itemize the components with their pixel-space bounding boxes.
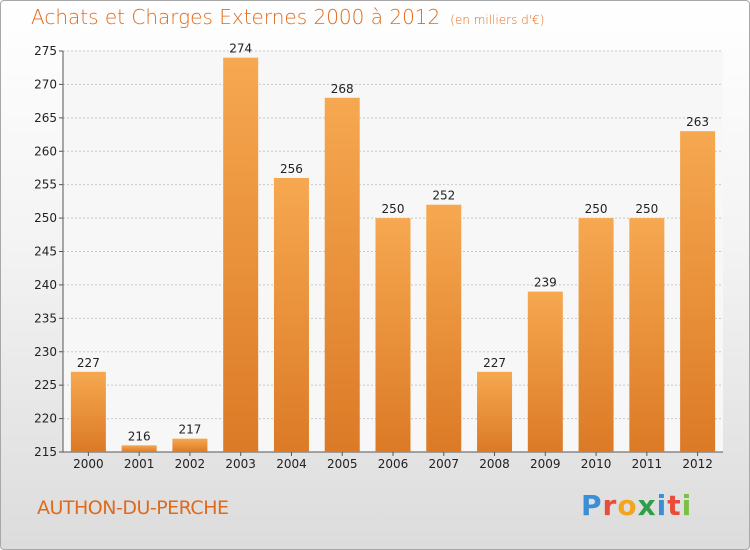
bar-value-label: 250 <box>585 202 608 216</box>
y-tick-label: 270 <box>34 77 57 91</box>
bar-value-label: 216 <box>128 429 151 443</box>
bar-value-label: 268 <box>331 82 354 96</box>
x-tick-label: 2007 <box>428 457 459 471</box>
bar-value-label: 250 <box>635 202 658 216</box>
bar-2008 <box>477 371 513 452</box>
bar-2009 <box>527 291 563 452</box>
y-tick-label: 275 <box>34 44 57 58</box>
bar-2006 <box>375 218 411 452</box>
y-tick-label: 265 <box>34 111 57 125</box>
bar-2005 <box>324 97 360 453</box>
x-tick-label: 2010 <box>581 457 612 471</box>
bar-value-label: 227 <box>77 356 100 370</box>
bar-value-label: 263 <box>686 115 709 129</box>
x-tick-label: 2002 <box>175 457 206 471</box>
bar-value-label: 250 <box>382 202 405 216</box>
y-tick-label: 240 <box>34 278 57 292</box>
y-tick-label: 230 <box>34 345 57 359</box>
y-tick-label: 220 <box>34 412 57 426</box>
x-tick-label: 2000 <box>73 457 104 471</box>
y-tick-label: 255 <box>34 178 57 192</box>
bar-2011 <box>629 218 665 452</box>
proxiti-logo[interactable]: Proxiti <box>581 489 693 522</box>
x-tick-label: 2008 <box>479 457 510 471</box>
bar-value-label: 274 <box>229 42 252 56</box>
bar-2000 <box>70 371 106 452</box>
y-tick-label: 235 <box>34 311 57 325</box>
x-tick-label: 2009 <box>530 457 561 471</box>
bar-value-label: 252 <box>432 189 455 203</box>
y-tick-label: 260 <box>34 144 57 158</box>
x-tick-label: 2012 <box>682 457 713 471</box>
bar-value-label: 227 <box>483 356 506 370</box>
x-tick-label: 2004 <box>276 457 307 471</box>
x-tick-label: 2011 <box>632 457 663 471</box>
bar-value-label: 217 <box>178 423 201 437</box>
chart-title-text: Achats et Charges Externes 2000 à 2012 <box>31 5 441 29</box>
bar-2010 <box>578 218 614 452</box>
y-tick-label: 245 <box>34 245 57 259</box>
bar-value-label: 256 <box>280 162 303 176</box>
bar-2012 <box>680 131 716 452</box>
bar-2003 <box>223 57 259 452</box>
x-tick-label: 2005 <box>327 457 358 471</box>
bar-2001 <box>121 445 157 452</box>
chart-title: Achats et Charges Externes 2000 à 2012 (e… <box>31 5 544 29</box>
location-label: AUTHON-DU-PERCHE <box>37 497 229 519</box>
chart-unit: (en milliers d'€) <box>450 13 545 27</box>
bar-2002 <box>172 438 208 452</box>
bar-value-label: 239 <box>534 276 557 290</box>
x-tick-label: 2006 <box>378 457 409 471</box>
x-tick-label: 2003 <box>225 457 256 471</box>
bar-2004 <box>273 177 309 452</box>
bar-2007 <box>426 204 462 452</box>
y-tick-label: 250 <box>34 211 57 225</box>
x-tick-label: 2001 <box>124 457 155 471</box>
y-tick-label: 225 <box>34 378 57 392</box>
y-tick-label: 215 <box>34 445 57 459</box>
